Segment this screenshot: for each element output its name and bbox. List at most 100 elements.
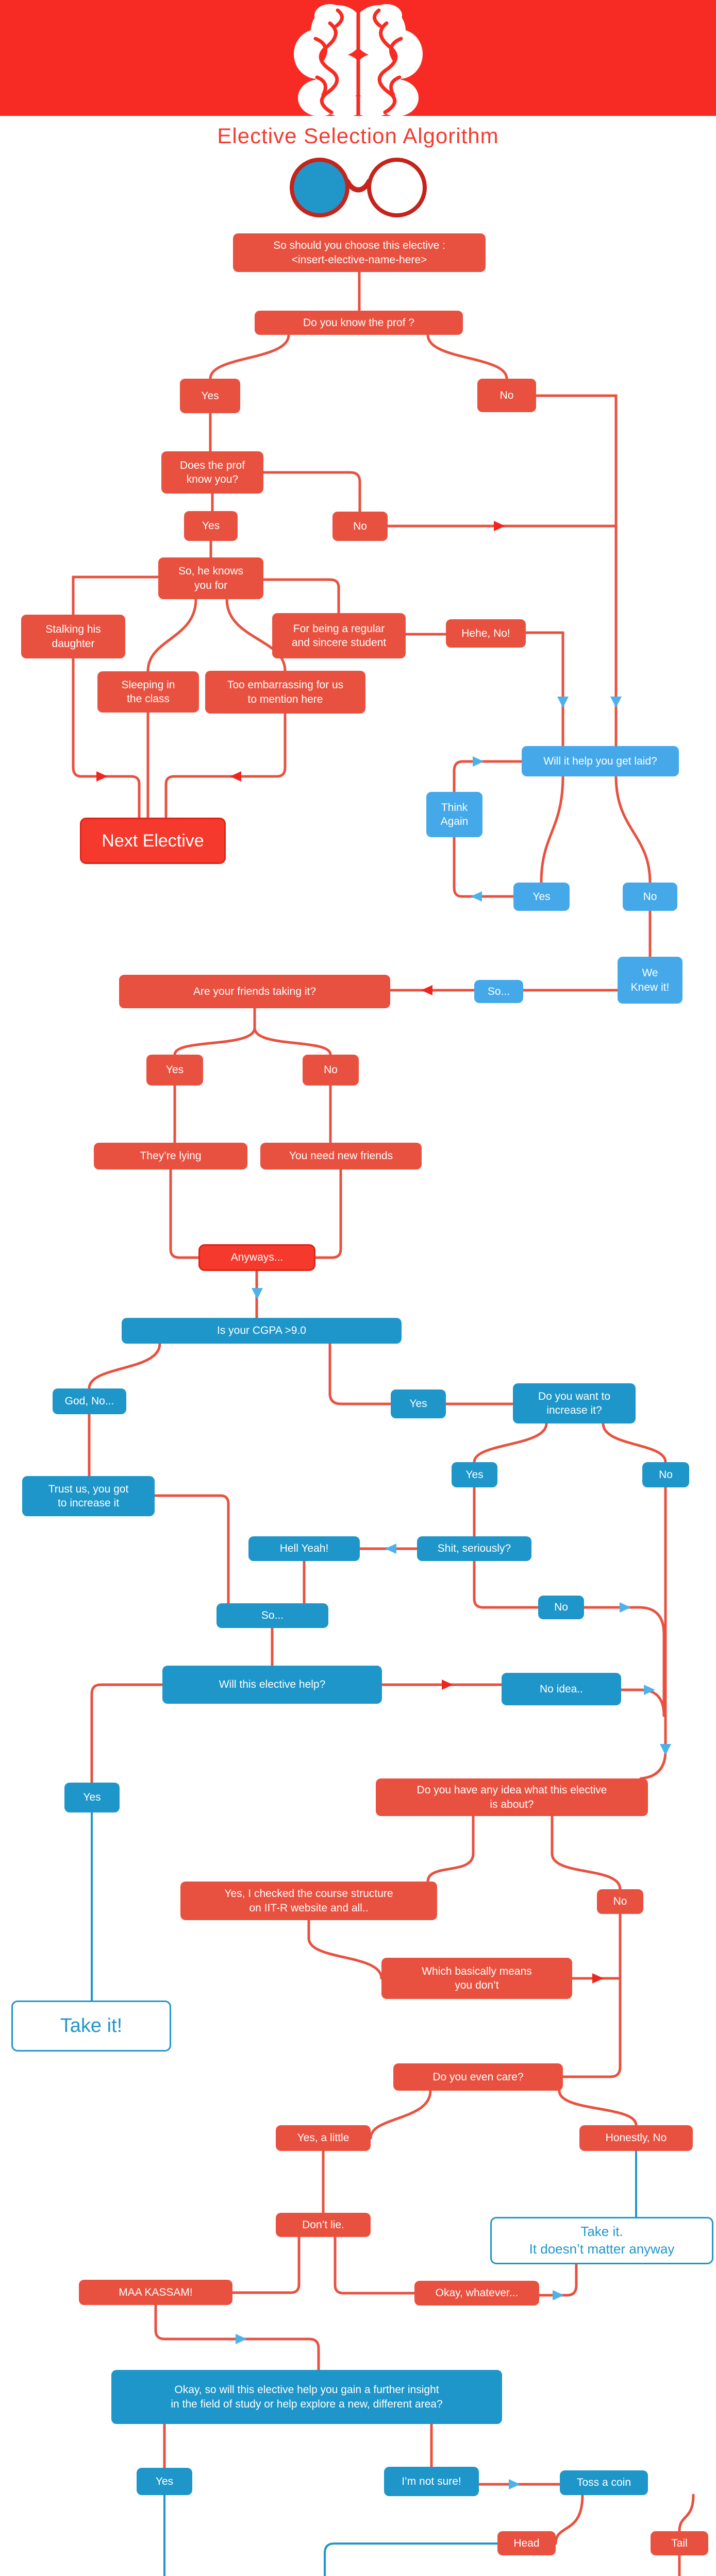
q-knows-for-label: you for [194, 579, 228, 591]
we-knew-box: We Knew it! [618, 957, 682, 1004]
dont-lie-box: Don’t lie. [276, 2213, 371, 2237]
too-emb-label: to mention here [247, 693, 323, 705]
yes-laid-box: Yes [513, 883, 570, 911]
big-blue-label: in the field of study or help explore a … [171, 2398, 443, 2410]
yes-laid-label: Yes [532, 890, 551, 903]
take-doesnt-label: Take it. [580, 2224, 623, 2240]
take-med-label: Take it! [60, 2014, 123, 2037]
yes3-box: Yes [146, 1055, 203, 1086]
think-again-box: Think Again [426, 792, 482, 837]
hell-yeah-label: Hell Yeah! [279, 1543, 329, 1555]
for-being-label: and sincere student [291, 637, 387, 649]
yes-little-box: Yes, a little [276, 2125, 371, 2151]
big-blue-label: Okay, so will this elective help you gai… [174, 2384, 439, 2396]
sleeping-label: the class [127, 693, 170, 705]
new-friends-label: You need new friends [289, 1150, 393, 1162]
q-know-prof-box: Do you know the prof ? [255, 311, 463, 335]
anyways-box: Anyways... [198, 1244, 315, 1271]
we-knew-label: Knew it! [630, 981, 670, 993]
will-laid-box: Will it help you get laid? [522, 746, 679, 776]
honestly-label: Honestly, No [605, 2132, 667, 2144]
no2-label: No [353, 520, 367, 532]
for-being-box: For being a regular and sincere student [272, 613, 406, 658]
want-inc-box: Do you want to increase it? [513, 1383, 636, 1423]
no-idea-label: No idea.. [539, 1683, 584, 1695]
yes7-box: Yes [137, 2468, 192, 2495]
shit-srsly-label: Shit, seriously? [437, 1543, 511, 1555]
so1-box: So... [474, 980, 523, 1003]
yes3-label: Yes [165, 1064, 184, 1076]
yes6-label: Yes [83, 1791, 101, 1804]
yes6-box: Yes [64, 1783, 120, 1812]
any-idea-box: Do you have any idea what this elective i… [376, 1778, 648, 1816]
q-choose-label: So should you choose this elective : [273, 240, 445, 252]
dont-lie-label: Don’t lie. [302, 2218, 344, 2231]
page-title: Elective Selection Algorithm [217, 124, 499, 148]
no3-label: No [324, 1064, 338, 1076]
head-label: Head [513, 2537, 540, 2549]
yes-checked-label: on IIT-R website and all.. [249, 1902, 369, 1914]
will-laid-label: Will it help you get laid? [543, 755, 657, 767]
hehe-no-box: Hehe, No! [446, 619, 526, 648]
yes-checked-label: Yes, I checked the course structure [224, 1888, 393, 1900]
no7-label: No [613, 1895, 627, 1908]
tail-label: Tail [671, 2537, 688, 2549]
lying-box: They’re lying [94, 1143, 247, 1170]
cgpa-box: Is your CGPA >9.0 [122, 1318, 402, 1344]
q-choose-label: <insert-elective-name-here> [291, 253, 427, 266]
no2-box: No [332, 512, 388, 541]
next-small-label: Next Elective [102, 831, 204, 851]
no3-box: No [303, 1055, 359, 1086]
friends-label: Are your friends taking it? [193, 985, 317, 997]
not-sure-label: I’m not sure! [402, 2475, 461, 2487]
yes5-label: Yes [465, 1468, 484, 1481]
yes1-label: Yes [201, 389, 219, 402]
no6-label: No [554, 1601, 568, 1614]
which-means-label: you don’t [455, 1979, 499, 1991]
cgpa-label: Is your CGPA >9.0 [217, 1325, 306, 1337]
take-med-box: Take it! [11, 2001, 171, 2052]
no1-box: No [477, 379, 536, 412]
trust-us-box: Trust us, you got to increase it [22, 1476, 155, 1516]
want-inc-label: Do you want to [538, 1390, 611, 1402]
next-small-box: Next Elective [80, 818, 226, 864]
no5-box: No [642, 1462, 689, 1487]
care-label: Do you even care? [432, 2071, 524, 2083]
yes4-label: Yes [409, 1398, 427, 1410]
honestly-box: Honestly, No [579, 2125, 693, 2151]
yes2-label: Yes [202, 520, 220, 532]
header-banner [0, 0, 716, 118]
anyways-label: Anyways... [230, 1251, 284, 1264]
take-doesnt-label: It doesn’t matter anyway [529, 2241, 675, 2257]
tail-box: Tail [651, 2531, 708, 2555]
no7-box: No [597, 1889, 643, 1914]
stalking-label: daughter [52, 637, 95, 650]
stalking-box: Stalking his daughter [21, 615, 125, 658]
will-help-box: Will this elective help? [162, 1666, 382, 1704]
so1-label: So... [487, 985, 510, 997]
trust-us-label: to increase it [57, 1497, 120, 1509]
stalking-label: Stalking his [45, 623, 101, 636]
trust-us-label: Trust us, you got [48, 1483, 129, 1495]
q-knows-for-label: So, he knows [178, 565, 244, 578]
sleeping-label: Sleeping in [121, 679, 175, 691]
yes-little-label: Yes, a little [297, 2132, 349, 2144]
no-laid-box: No [623, 883, 677, 911]
think-again-label: Again [440, 816, 469, 827]
which-means-label: Which basically means [422, 1965, 532, 1977]
think-again-label: Think [441, 801, 468, 814]
for-being-label: For being a regular [293, 622, 385, 635]
new-friends-box: You need new friends [260, 1143, 422, 1170]
any-idea-label: Do you have any idea what this elective [417, 1784, 607, 1797]
care-box: Do you even care? [393, 2063, 563, 2091]
no-laid-label: No [643, 890, 657, 903]
q-knows-for-box: So, he knows you for [158, 557, 263, 599]
god-no-label: God, No... [64, 1395, 114, 1408]
okay-what-label: Okay, whatever... [435, 2287, 519, 2299]
maa-label: MAA KASSAM! [119, 2286, 193, 2298]
not-sure-box: I’m not sure! [384, 2467, 479, 2496]
shit-srsly-box: Shit, seriously? [417, 1536, 531, 1561]
big-blue-box: Okay, so will this elective help you gai… [111, 2370, 502, 2424]
